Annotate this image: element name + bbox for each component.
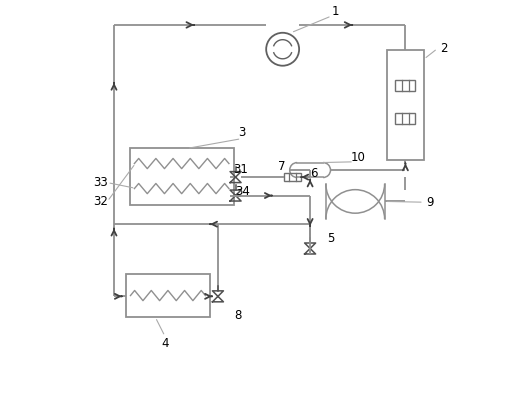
Text: 1: 1 [332,5,339,18]
Text: 32: 32 [93,195,108,208]
Text: 31: 31 [233,163,248,176]
Text: 8: 8 [235,308,242,322]
Bar [284,173,301,181]
Text: 4: 4 [161,337,169,350]
Text: 5: 5 [327,232,334,245]
Bar [130,149,234,205]
Bar [395,80,416,91]
Text: 6: 6 [310,167,318,181]
Bar [395,113,416,124]
Text: 3: 3 [238,126,245,139]
Text: 9: 9 [426,196,434,209]
Text: 2: 2 [440,42,447,55]
Bar [126,274,210,317]
Text: 10: 10 [350,150,365,164]
Text: 33: 33 [93,176,108,189]
Text: 34: 34 [235,185,250,198]
Text: 7: 7 [278,160,286,173]
Bar [386,51,424,160]
